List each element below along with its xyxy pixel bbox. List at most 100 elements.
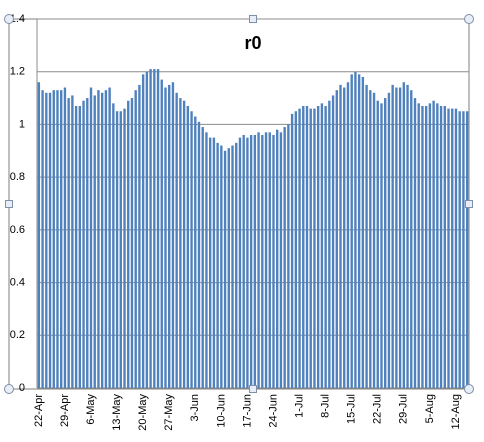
handle[interactable]	[464, 384, 474, 394]
bar	[421, 105, 424, 388]
chart-title: r0	[244, 33, 261, 53]
x-tick-label: 1-Jul	[293, 394, 305, 418]
bar	[227, 148, 230, 388]
bar	[357, 74, 361, 388]
bar	[168, 84, 171, 389]
bar	[134, 90, 137, 389]
bar	[294, 111, 298, 388]
handle[interactable]	[464, 14, 474, 24]
bar	[436, 103, 439, 388]
bar	[302, 105, 305, 388]
bar	[253, 134, 257, 388]
bar	[63, 87, 67, 389]
bar	[216, 142, 219, 388]
bar	[89, 87, 93, 389]
bar	[231, 145, 234, 388]
bar	[60, 90, 63, 389]
bar	[164, 87, 167, 389]
y-tick-label: 1	[19, 118, 25, 130]
bar	[249, 134, 253, 388]
bar	[324, 105, 327, 388]
x-tick-label: 12-Aug	[450, 394, 462, 429]
handle[interactable]	[4, 384, 14, 394]
bar	[268, 132, 271, 388]
bar	[384, 98, 387, 389]
bar	[298, 108, 301, 388]
bar	[86, 98, 89, 389]
handle[interactable]	[4, 14, 14, 24]
y-tick-label: 1.2	[10, 66, 25, 78]
bar	[432, 100, 435, 388]
bar	[339, 84, 342, 389]
y-tick-label: 1.4	[10, 13, 25, 25]
bar	[223, 150, 227, 388]
bar	[272, 134, 275, 388]
bar	[156, 69, 160, 388]
bar	[182, 100, 186, 388]
bar	[160, 79, 163, 388]
bar	[439, 105, 443, 388]
x-tick-label: 27-May	[163, 394, 175, 431]
x-tick-label: 22-Jul	[372, 394, 384, 424]
bar	[257, 132, 260, 388]
bar	[197, 121, 201, 389]
bar	[100, 92, 104, 389]
bar	[380, 103, 383, 388]
selection-handles[interactable]	[4, 14, 474, 394]
bar	[264, 132, 268, 388]
bar	[246, 137, 249, 388]
bar	[343, 87, 346, 389]
bar	[71, 95, 74, 388]
bar	[201, 127, 204, 389]
bar	[443, 105, 446, 388]
bar	[398, 87, 402, 389]
handle[interactable]	[249, 15, 257, 23]
bar	[451, 108, 454, 388]
bar	[320, 103, 324, 388]
bar	[447, 108, 450, 388]
bar	[119, 111, 122, 388]
bar	[346, 82, 350, 388]
bar	[354, 71, 357, 388]
bar	[305, 105, 309, 388]
x-tick-label: 8-Jul	[320, 394, 332, 418]
handle[interactable]	[5, 200, 13, 208]
bar	[283, 127, 286, 389]
bar	[428, 103, 432, 388]
bar	[108, 87, 111, 389]
x-tick-label: 17-Jun	[241, 394, 253, 428]
x-tick-label: 29-Jul	[398, 394, 410, 424]
handle[interactable]	[249, 385, 257, 393]
bar	[290, 113, 294, 388]
bar	[365, 84, 368, 389]
bar	[369, 90, 372, 389]
bar	[130, 98, 134, 389]
bar	[406, 84, 409, 389]
x-tick-label: 22-Apr	[33, 394, 45, 427]
handle[interactable]	[465, 200, 473, 208]
x-tick-label: 20-May	[137, 394, 149, 431]
bar	[242, 134, 245, 388]
bar	[48, 92, 52, 389]
bar	[194, 116, 197, 389]
bar	[56, 90, 59, 389]
bar	[175, 92, 178, 389]
bar	[376, 100, 379, 388]
bar	[413, 98, 417, 389]
bar	[417, 103, 420, 388]
bar	[82, 100, 85, 388]
bar	[395, 87, 398, 389]
bar	[372, 92, 376, 389]
bar	[462, 111, 465, 388]
bar	[41, 90, 44, 389]
bar	[410, 90, 413, 389]
x-tick-label: 6-May	[85, 394, 97, 425]
y-tick-label: 0.2	[10, 329, 25, 341]
bar	[276, 129, 279, 388]
y-tick-label: 0.6	[10, 224, 25, 236]
bar	[171, 82, 175, 388]
bar	[52, 90, 55, 389]
bar	[127, 100, 130, 388]
bar	[112, 103, 115, 388]
